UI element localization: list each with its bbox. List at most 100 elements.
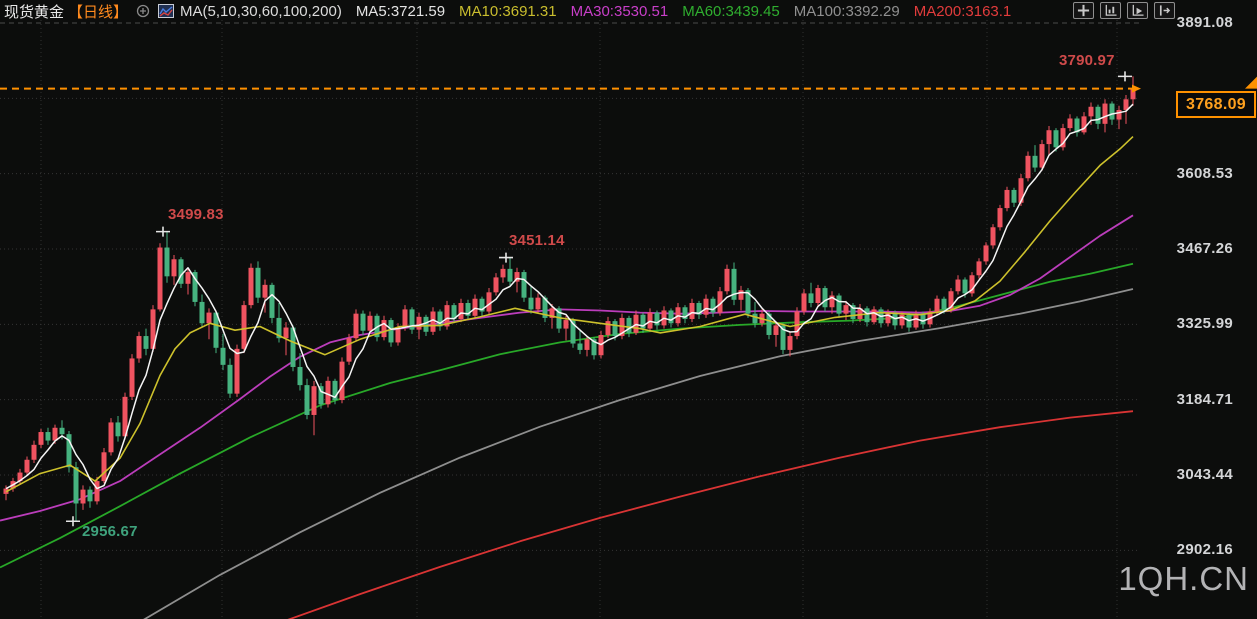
candle-body <box>822 288 828 308</box>
candle-body <box>570 320 576 344</box>
ma-line-ma10 <box>5 136 1134 493</box>
candle-body <box>843 305 849 314</box>
candle-body <box>1109 103 1115 120</box>
candle-body <box>192 272 198 302</box>
candle-body <box>493 277 499 293</box>
candle-body <box>689 302 695 319</box>
candle-body <box>514 272 520 282</box>
candle-body <box>87 489 93 502</box>
candle-body <box>332 380 338 401</box>
candle-body <box>353 313 359 339</box>
collapse-panel-button[interactable] <box>1154 2 1175 19</box>
candle-body <box>367 315 373 331</box>
candle-body <box>38 432 44 445</box>
candle-body <box>766 313 772 335</box>
axis-price-label: 3184.71 <box>1176 390 1233 408</box>
candle-body <box>1102 103 1108 124</box>
axis-price-label: 3891.08 <box>1176 14 1233 31</box>
candle-body <box>199 301 205 324</box>
price-edge-arrow-icon <box>1245 76 1257 89</box>
pan-tool-button[interactable] <box>1073 2 1094 19</box>
candle-body <box>836 295 842 314</box>
candle-body <box>563 320 569 329</box>
axis-price-label: 3608.53 <box>1176 164 1233 182</box>
candle-body <box>1018 178 1024 203</box>
candle-body <box>1004 189 1010 209</box>
candle-body <box>864 308 870 323</box>
candle-body <box>941 298 947 310</box>
ma-legend-item: MA10:3691.31 <box>459 2 557 20</box>
candle-body <box>437 311 443 327</box>
candle-body <box>535 297 541 310</box>
candle-body <box>1088 106 1094 117</box>
candle-body <box>157 247 163 310</box>
chart-candles-view-button[interactable] <box>1100 2 1121 19</box>
candle-body <box>948 291 954 310</box>
candle-body <box>486 292 492 312</box>
ma-legend-item: MA100:3392.29 <box>793 2 900 20</box>
candle-body <box>451 305 457 319</box>
candle-body <box>423 316 429 332</box>
candle-body <box>815 288 821 303</box>
candle-body <box>1053 130 1059 148</box>
candle-body <box>255 267 261 298</box>
chart-playback-view-button[interactable] <box>1127 2 1148 19</box>
candle-body <box>990 227 996 246</box>
candle-body <box>416 316 422 330</box>
candle-body <box>227 364 233 394</box>
candle-body <box>682 307 688 319</box>
candle-body <box>724 268 730 292</box>
candle-body <box>955 279 961 292</box>
extreme-cross-marker <box>1118 71 1132 82</box>
candle-body <box>1046 130 1052 145</box>
candle-body <box>899 314 905 326</box>
candle-body <box>731 268 737 300</box>
symbol-name: 现货黄金 <box>4 3 65 21</box>
candle-body <box>738 290 744 300</box>
candle-body <box>458 302 464 319</box>
ma-legend: MA5:3721.59 MA10:3691.31 MA30:3530.51 MA60:… <box>342 3 1011 20</box>
ma-line-ma30 <box>0 214 1134 522</box>
candle-body <box>1060 128 1066 148</box>
period-label: 【日线】 <box>68 3 129 21</box>
candle-body <box>115 422 121 437</box>
extreme-cross-marker <box>66 516 80 527</box>
axis-price-label: 3043.44 <box>1176 465 1233 483</box>
candle-body <box>794 311 800 337</box>
candle-body <box>780 325 786 350</box>
candle-body <box>1095 106 1101 124</box>
candle-body <box>283 327 289 339</box>
candle-body <box>507 268 513 282</box>
axis-price-label: 3325.99 <box>1176 315 1233 333</box>
candle-body <box>500 268 506 278</box>
candle-body <box>668 310 674 324</box>
candle-body <box>150 309 156 349</box>
candle-body <box>59 427 65 435</box>
candle-body <box>1123 99 1129 110</box>
candle-body <box>185 272 191 284</box>
candle-body <box>962 279 968 294</box>
candle-body <box>290 327 296 367</box>
candle-body <box>66 434 72 468</box>
extreme-cross-marker <box>156 226 170 237</box>
candle-body <box>1081 116 1087 133</box>
watermark: 1QH.CN <box>1118 560 1249 597</box>
candle-body <box>787 336 793 350</box>
candle-body <box>773 325 779 335</box>
axis-price-label: 3467.26 <box>1176 239 1233 257</box>
ma-line-ma200 <box>287 410 1134 619</box>
candle-body <box>801 293 807 312</box>
candle-body <box>339 361 345 401</box>
extreme-cross-marker <box>499 252 513 263</box>
candle-body <box>479 298 485 312</box>
candle-body <box>871 309 877 323</box>
price-annotation: 3499.83 <box>168 205 224 223</box>
candle-body <box>80 489 86 504</box>
candle-body <box>577 343 583 350</box>
candle-body <box>304 385 310 415</box>
candle-body <box>234 348 240 394</box>
add-indicator-icon[interactable] <box>136 4 150 18</box>
candle-body <box>31 444 37 460</box>
